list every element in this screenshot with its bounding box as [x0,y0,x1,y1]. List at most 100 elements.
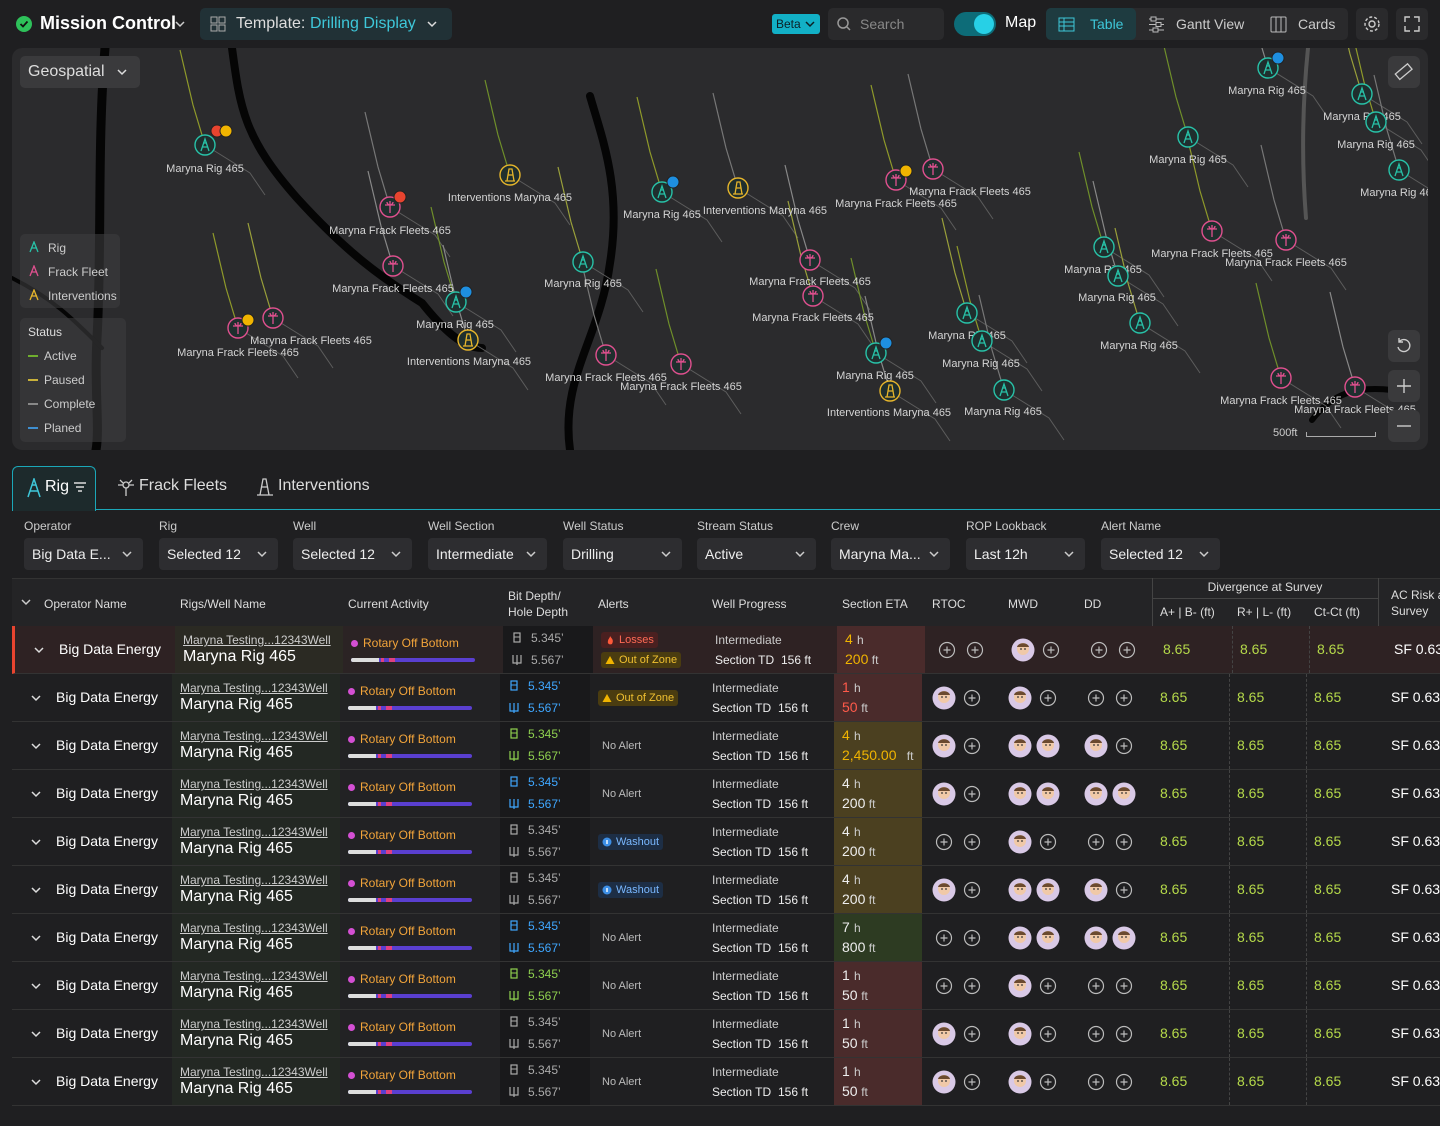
activity-bar-segment [389,658,395,662]
alert-badge [899,164,913,178]
beta-badge[interactable]: Beta [772,14,820,34]
marker [956,302,978,324]
template-selector[interactable]: Template: Drilling Display [200,8,452,40]
alert-badge: Out of Zone [598,690,679,706]
table-row[interactable]: Big Data Energy Maryna Testing...12343Wel… [12,626,1440,674]
well-link: Maryna Testing...12343Well [180,969,328,983]
marker [865,342,887,364]
divergence-value: 8.65 [1237,833,1265,849]
marker-label: Maryna Rig 465 [1078,292,1156,304]
marker-label: Maryna Frack Fleets 465 [1220,395,1342,407]
table-row[interactable]: Big Data Energy Maryna Testing...12343Wel… [12,1058,1440,1106]
avatar [1084,878,1108,902]
eta-distance: 200 [842,891,866,907]
eta-hours: 1 [842,679,850,695]
well-path [1285,239,1347,291]
marker-glyph [962,304,972,320]
map-control[interactable] [1388,330,1420,362]
view-button[interactable]: Table [1046,8,1136,40]
map-toggle[interactable] [954,12,996,36]
chevron [31,1031,41,1038]
add-button [1115,833,1133,851]
depth-cell: 5.345’ 5.567’ [500,1058,590,1105]
eta-cell: 4 h 200 ft [837,626,925,673]
tab[interactable]: Frack Fleets [116,466,236,510]
depth-cell: 5.345’ 5.567’ [500,914,590,961]
marker-label: Maryna Rig 465 [1149,154,1227,166]
view-button[interactable]: Gantt View [1136,8,1258,40]
hole-depth: 5.567’ [531,653,564,667]
marker [971,330,993,352]
marker-label: Maryna Frack Fleets 465 [1294,404,1416,416]
well-path [1139,322,1201,374]
well-path [1280,377,1342,429]
map-control[interactable] [1388,56,1420,88]
map: Maryna Rig 465 Maryna Frack Fleets 465 Int… [12,48,1428,450]
filter-select[interactable]: Drilling [563,538,682,570]
filter-value: Last 12h [974,546,1028,562]
filter-select[interactable]: Selected 12 [293,538,412,570]
tab[interactable]: Rig [12,466,96,511]
table-row[interactable]: Big Data Energy Maryna Testing...12343Wel… [12,914,1440,962]
divergence-value: 8.65 [1237,737,1265,753]
alert-icon [607,636,613,645]
divergence-value: 8.65 [1237,689,1265,705]
filter-select[interactable]: Active [697,538,816,570]
table-row[interactable]: Big Data Energy Maryna Testing...12343Wel… [12,962,1440,1010]
column-header: Alerts [598,597,629,611]
app-title: Mission Control [40,13,176,33]
tab[interactable]: Interventions [255,466,385,510]
add-button [963,689,981,707]
eta-cell: 4 h 200 ft [834,818,922,865]
settings-button[interactable] [1356,8,1388,40]
bit-icon [510,968,518,979]
eta-hours-unit: h [857,633,864,647]
operator-name: Big Data Energy [59,641,161,657]
marker [1257,57,1279,79]
filter-select[interactable]: Intermediate [428,538,547,570]
add-button [1039,1025,1057,1043]
section-td: 156 ft [781,653,812,667]
marker-label: Maryna Rig 465 [1064,264,1142,276]
activity-dot [348,1072,355,1079]
filter-select[interactable]: Selected 12 [1101,538,1220,570]
activity-cell: Rotary Off Bottom [340,722,500,769]
activity-bar [348,754,472,758]
table-row[interactable]: Big Data Energy Maryna Testing...12343Wel… [12,866,1440,914]
ac-risk: SF 0.63 [1391,881,1440,897]
eta-hours-unit: h [854,729,861,743]
hole-depth: 5.567’ [528,941,561,955]
marker-label: Interventions Maryna 465 [827,407,951,419]
filter-select[interactable]: Big Data E... [24,538,143,570]
column-header: RTOC [932,597,966,611]
avatar [932,686,956,710]
layer-selector[interactable]: Geospatial [20,56,140,88]
table-row[interactable]: Big Data Energy Maryna Testing...12343Wel… [12,674,1440,722]
well-path [1092,180,1119,277]
marker-label: Maryna Rig 465 [928,330,1006,342]
expand-button[interactable] [1396,8,1428,40]
bit-icon [510,872,518,883]
marker-label: Maryna Rig 465 [1100,340,1178,352]
activity-bar [348,850,472,854]
avatar [1036,926,1060,950]
eta-hours-unit: h [854,1017,861,1031]
table-row[interactable]: Big Data Energy Maryna Testing...12343Wel… [12,818,1440,866]
table-row[interactable]: Big Data Energy Maryna Testing...12343Wel… [12,770,1440,818]
view-button[interactable]: Cards [1258,8,1348,40]
filter-select[interactable]: Selected 12 [159,538,278,570]
marker-glyph [1394,161,1404,177]
search-box[interactable]: Search [828,8,944,40]
bit-depth: 5.345’ [528,775,561,789]
filter-select[interactable]: Last 12h [966,538,1085,570]
well-path [247,222,274,319]
activity-bar-segment [386,850,392,854]
divergence-value: 8.65 [1160,881,1188,897]
filter-label: Well [293,519,317,533]
bit-depth: 5.345’ [528,679,561,693]
table-row[interactable]: Big Data Energy Maryna Testing...12343Wel… [12,1010,1440,1058]
filter-label: Alert Name [1101,519,1162,533]
table-row[interactable]: Big Data Energy Maryna Testing...12343Wel… [12,722,1440,770]
filter-select[interactable]: Maryna Ma... [831,538,950,570]
add-button [1087,977,1105,995]
